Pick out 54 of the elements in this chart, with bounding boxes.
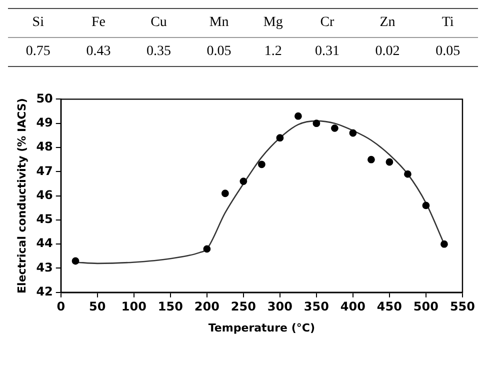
data-label: 0.75 [24, 43, 52, 61]
point [386, 158, 394, 166]
point [240, 178, 248, 186]
point [404, 170, 412, 178]
x-tick-label: 300 [267, 300, 292, 314]
data-label: 0.35 [145, 43, 172, 61]
category-label: Cu [150, 14, 168, 32]
point [203, 245, 211, 253]
category-label: Mn [208, 14, 230, 32]
category-label: Mg [262, 14, 284, 32]
point [368, 156, 375, 164]
x-tick-label: 500 [413, 300, 438, 314]
point [276, 134, 284, 142]
point [440, 240, 448, 248]
point [72, 257, 80, 265]
data-label: 0.31 [314, 43, 340, 61]
point [331, 124, 338, 132]
y-tick-label: 47 [36, 164, 53, 178]
y-tick-label: 43 [36, 260, 53, 274]
x-tick-label: 250 [230, 300, 256, 314]
category-label: Cr [319, 14, 336, 32]
point [294, 112, 302, 120]
x-tick-label: 100 [121, 300, 146, 314]
data-label: 0.02 [374, 43, 401, 61]
x-tick-label: 200 [194, 300, 220, 314]
y-tick-label: 50 [36, 91, 53, 106]
category-label: Fe [90, 14, 106, 32]
y-tick-label: 42 [36, 284, 53, 299]
y-tick-label: 44 [36, 236, 53, 250]
y-tick-label: 45 [36, 212, 53, 226]
x-tick-label: 400 [340, 300, 366, 314]
category-label: Zn [378, 14, 396, 32]
y-tick-label: 48 [36, 140, 53, 154]
point [221, 190, 229, 198]
category-label: Ti [440, 14, 455, 32]
y-tick-label: 49 [36, 115, 53, 130]
point [422, 202, 430, 210]
y-tick-label: 46 [36, 188, 53, 202]
data-label: 0.05 [206, 43, 232, 61]
data-label: 0.43 [85, 43, 112, 61]
data-label: 0.05 [434, 43, 462, 61]
point [312, 120, 320, 128]
category-label: Si [31, 14, 45, 32]
x-tick-label: 550 [450, 300, 476, 314]
point [258, 160, 266, 168]
x-tick-label: 350 [304, 300, 329, 314]
x-axis-title: Temperature (°C) [208, 321, 315, 334]
point [349, 129, 357, 137]
x-tick-label: 450 [376, 300, 402, 314]
y-axis-title: Electrical conductivity (% IACS) [15, 98, 28, 294]
data-label: 1.2 [263, 43, 283, 61]
x-tick-label: 0 [56, 300, 66, 314]
x-tick-label: 150 [158, 300, 183, 314]
x-tick-label: 50 [89, 300, 106, 314]
